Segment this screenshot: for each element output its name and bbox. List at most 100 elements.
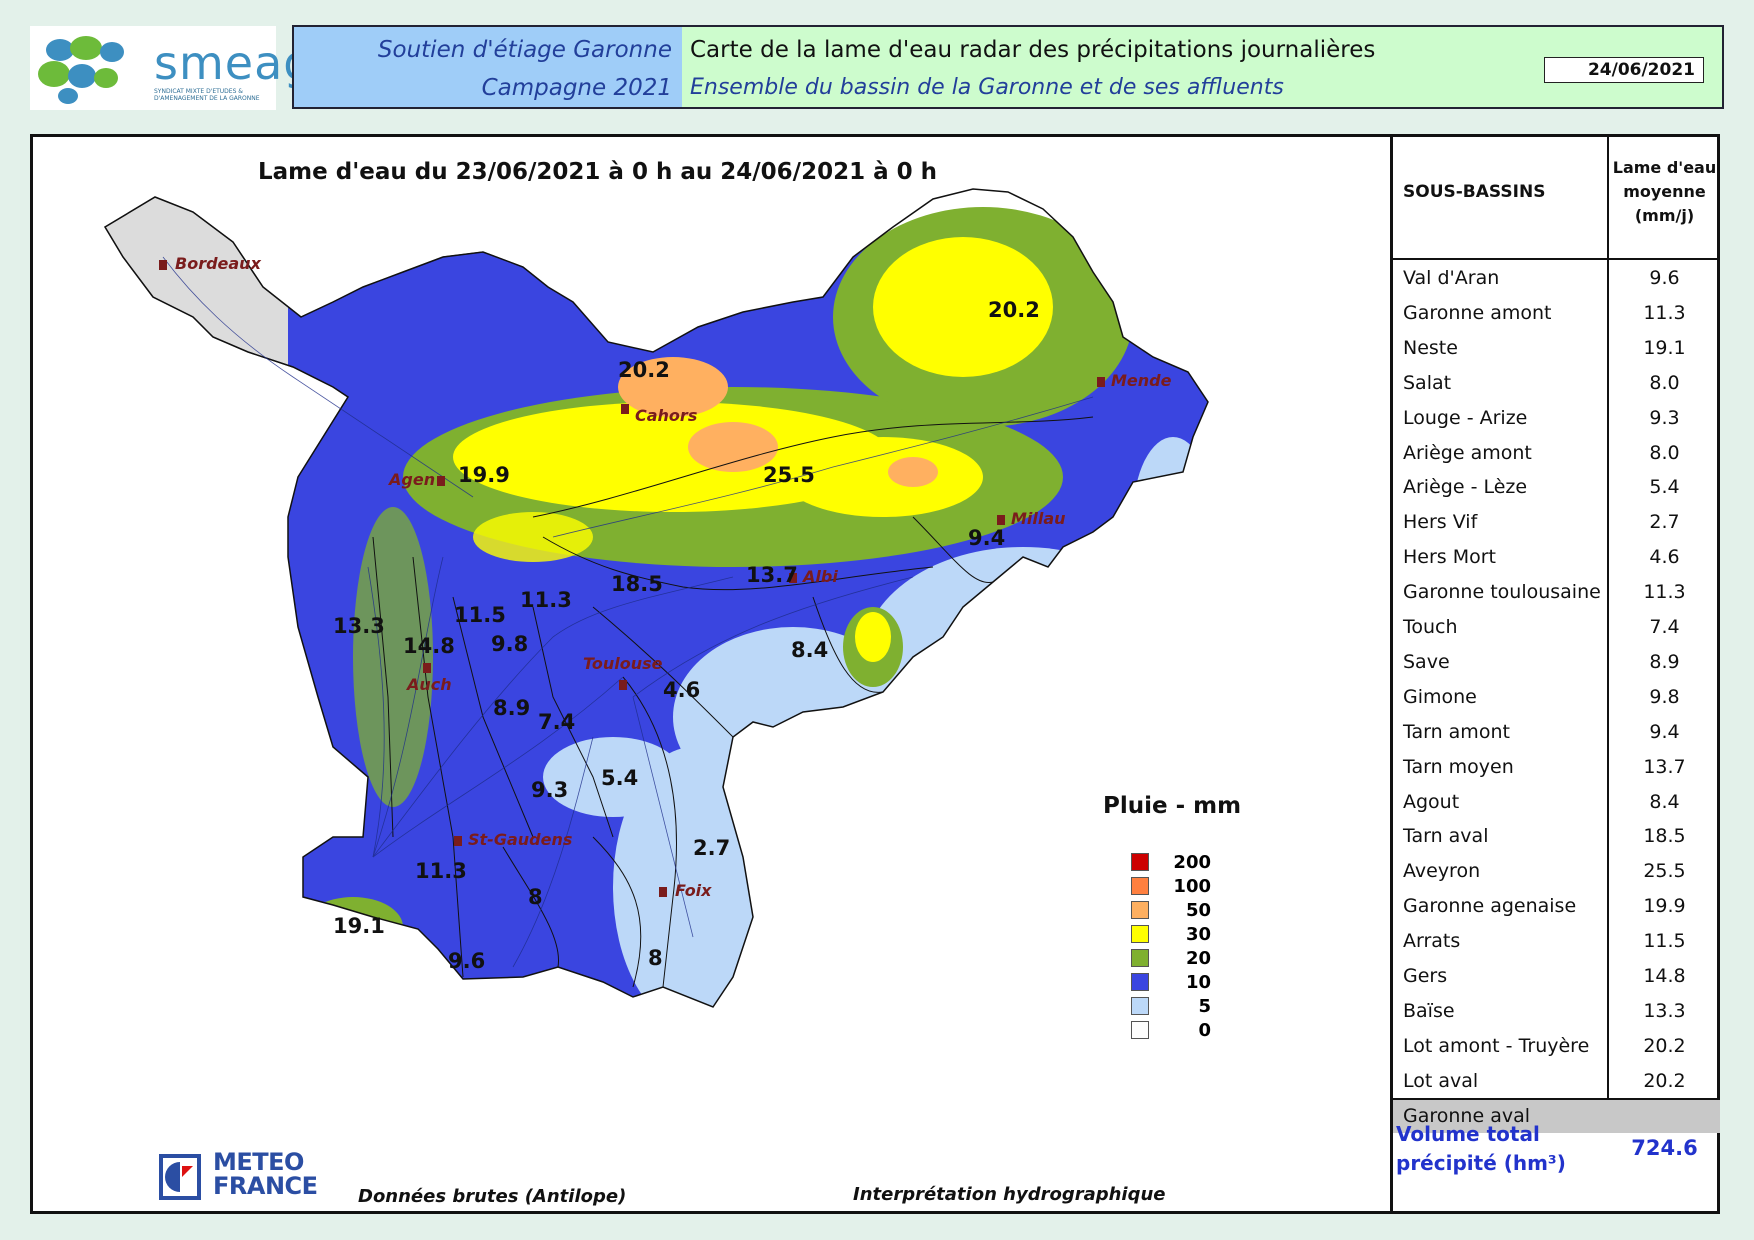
legend-swatch xyxy=(1131,901,1149,919)
col-header-line1: Lame d'eau xyxy=(1612,158,1717,177)
city-label: St-Gaudens xyxy=(468,830,572,849)
col-header-line2: moyenne xyxy=(1623,182,1706,201)
basin-value-label: 8.4 xyxy=(791,638,828,662)
meteo-france-logo-icon xyxy=(159,1154,201,1200)
table-row: Gimone 9.8 xyxy=(1393,679,1720,714)
legend-swatch xyxy=(1131,997,1149,1015)
city-marker-icon xyxy=(159,260,167,270)
basin-value-label: 9.6 xyxy=(448,949,485,973)
map-title: Lame d'eau du 23/06/2021 à 0 h au 24/06/… xyxy=(258,159,938,185)
subbasin-rain-value: 5.4 xyxy=(1649,476,1680,499)
subbasin-name: Gers xyxy=(1403,965,1448,987)
table-row: Baïse 13.3 xyxy=(1393,993,1720,1028)
legend-swatch xyxy=(1131,877,1149,895)
subbasin-name: Lot aval xyxy=(1403,1069,1479,1092)
subbasin-rain-value: 11.5 xyxy=(1643,930,1686,953)
subbasin-name: Lot amont - Truyère xyxy=(1403,1034,1590,1057)
city-marker-icon xyxy=(1097,377,1105,387)
city-label: Albi xyxy=(801,567,838,586)
legend-swatch xyxy=(1131,925,1149,943)
city-marker-icon xyxy=(659,887,667,897)
brand-line2: FRANCE xyxy=(213,1172,318,1200)
legend-swatch xyxy=(1131,853,1149,871)
table-row: Tarn amont 9.4 xyxy=(1393,714,1720,749)
basin-value-label: 9.4 xyxy=(968,526,1005,550)
subbasin-name: Louge - Arize xyxy=(1403,406,1528,429)
legend-swatch xyxy=(1131,973,1149,991)
basin-value-label: 20.2 xyxy=(618,358,670,382)
legend-label: 0 xyxy=(1198,1020,1211,1041)
subbasin-name: Garonne amont xyxy=(1403,301,1552,324)
table-row: Ariège amont 8.0 xyxy=(1393,435,1720,470)
subbasin-rain-value: 2.7 xyxy=(1649,511,1680,534)
basin-value-label: 19.9 xyxy=(458,463,510,487)
legend-label: 20 xyxy=(1185,948,1211,969)
subbasin-rain-value: 13.7 xyxy=(1643,755,1686,778)
city-marker-icon xyxy=(454,836,462,846)
city-marker-icon xyxy=(789,573,797,583)
basin-value-label: 11.3 xyxy=(520,588,572,612)
subbasin-name: Ariège - Lèze xyxy=(1403,476,1528,499)
table-row: Aveyron 25.5 xyxy=(1393,853,1720,888)
table-row: Arrats 11.5 xyxy=(1393,923,1720,958)
subbasin-name: Salat xyxy=(1403,371,1452,394)
subbasin-rain-value: 25.5 xyxy=(1643,860,1686,883)
subbasin-rain-value: 9.8 xyxy=(1649,685,1680,708)
basin-value-label: 25.5 xyxy=(763,463,815,487)
legend-label: 100 xyxy=(1173,876,1211,897)
subbasin-name: Val d'Aran xyxy=(1403,267,1500,289)
legend-title: Pluie - mm xyxy=(1103,793,1242,819)
volume-label-line1: Volume total xyxy=(1396,1122,1540,1146)
table-row: Garonne aval xyxy=(1393,1097,1720,1133)
city-label: Mende xyxy=(1111,371,1172,390)
city-marker-icon xyxy=(621,404,629,414)
table-row: Tarn moyen 13.7 xyxy=(1393,749,1720,784)
logo-subtitle: SYNDICAT MIXTE D'ETUDES & D'AMENAGEMENT … xyxy=(154,88,260,102)
subbasin-name: Tarn aval xyxy=(1403,825,1489,848)
column-divider xyxy=(1607,260,1609,1098)
meteo-france-logo-text: METEO FRANCE xyxy=(213,1150,318,1198)
subbasin-name: Tarn amont xyxy=(1403,720,1510,743)
main-panel: Lame d'eau du 23/06/2021 à 0 h au 24/06/… xyxy=(30,134,1720,1214)
basin-value-label: 13.7 xyxy=(746,563,798,587)
table-row: Val d'Aran 9.6 xyxy=(1393,260,1720,295)
city-marker-icon xyxy=(437,476,445,486)
subbasin-rain-value: 4.6 xyxy=(1649,546,1680,569)
city-label: Millau xyxy=(1011,509,1066,528)
city-label: Cahors xyxy=(635,406,697,425)
table-row: Lot amont - Truyère 20.2 xyxy=(1393,1028,1720,1063)
header-left-panel: Soutien d'étiage Garonne Campagne 2021 xyxy=(294,27,682,107)
city-marker-icon xyxy=(997,515,1005,525)
col-header-line3: (mm/j) xyxy=(1634,206,1695,225)
table-row: Tarn aval 18.5 xyxy=(1393,818,1720,853)
subbasin-name: Save xyxy=(1403,650,1450,673)
table-row: Agout 8.4 xyxy=(1393,784,1720,819)
subbasin-rain-value: 20.2 xyxy=(1643,1034,1686,1057)
logo-text: smeag xyxy=(154,36,314,90)
volume-label: Volume total précipité (hm³) xyxy=(1396,1120,1566,1178)
subbasin-rain-value: 19.1 xyxy=(1643,336,1686,359)
table-row: Garonne agenaise 19.9 xyxy=(1393,888,1720,923)
subbasin-rain-value: 19.9 xyxy=(1643,895,1686,918)
subbasin-rain-value: 13.3 xyxy=(1643,999,1686,1022)
header-campaign: Campagne 2021 xyxy=(481,75,672,101)
basin-value-label: 9.3 xyxy=(531,778,568,802)
table-row: Hers Vif 2.7 xyxy=(1393,504,1720,539)
subbasin-rain-value: 8.0 xyxy=(1649,371,1680,394)
legend-label: 10 xyxy=(1185,972,1211,993)
interpretation-note: Interprétation hydrographique xyxy=(853,1184,1166,1205)
header-date: 24/06/2021 xyxy=(1544,57,1704,83)
subbasin-name: Garonne toulousaine xyxy=(1403,581,1601,604)
table-row: Garonne toulousaine 11.3 xyxy=(1393,574,1720,609)
smeag-logo: smeag SYNDICAT MIXTE D'ETUDES & D'AMENAG… xyxy=(30,26,312,110)
city-marker-icon xyxy=(423,663,431,673)
subbasin-name: Agout xyxy=(1403,790,1460,813)
header-map-subtitle: Ensemble du bassin de la Garonne et de s… xyxy=(690,75,1284,100)
subbasin-rain-value: 7.4 xyxy=(1649,616,1680,638)
subbasin-name: Touch xyxy=(1403,616,1458,638)
subbasin-rain-value: 8.0 xyxy=(1649,441,1680,464)
header-map-title: Carte de la lame d'eau radar des précipi… xyxy=(690,37,1376,63)
header-program-title: Soutien d'étiage Garonne xyxy=(377,37,672,63)
basin-outline xyxy=(103,188,1209,1008)
table-row: Touch 7.4 xyxy=(1393,609,1720,644)
